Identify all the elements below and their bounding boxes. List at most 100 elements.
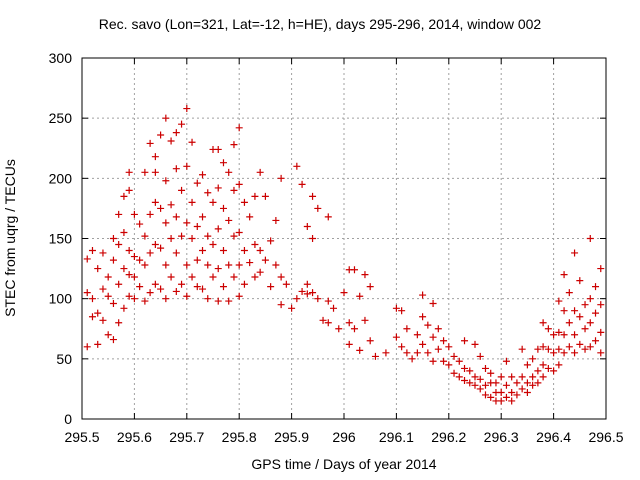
data-point <box>83 289 91 297</box>
data-point <box>450 352 458 360</box>
data-point <box>581 325 589 333</box>
data-point <box>209 198 217 206</box>
data-point <box>450 369 458 377</box>
data-point <box>141 232 149 240</box>
data-point <box>476 385 484 393</box>
data-point <box>560 307 568 315</box>
data-point <box>539 361 547 369</box>
data-point <box>309 192 317 200</box>
data-point <box>88 295 96 303</box>
data-point <box>235 124 243 132</box>
data-point <box>199 247 207 255</box>
data-point <box>261 256 269 264</box>
data-point <box>481 381 489 389</box>
data-point <box>419 340 427 348</box>
data-point <box>565 343 573 351</box>
data-point <box>204 261 212 269</box>
data-point <box>219 247 227 255</box>
data-point <box>413 349 421 357</box>
data-point <box>125 168 133 176</box>
data-point <box>555 361 563 369</box>
data-point <box>408 355 416 363</box>
data-point <box>324 213 332 221</box>
data-point <box>193 283 201 291</box>
data-point <box>162 177 170 185</box>
data-point <box>251 273 259 281</box>
data-point <box>251 241 259 249</box>
y-tick-label: 150 <box>49 231 73 247</box>
axis-ticks: 295.5 295.6 295.7 295.8 295.9 296 296.1 296.2 29… <box>49 50 624 445</box>
y-tick-label: 50 <box>56 351 72 367</box>
data-point <box>571 331 579 339</box>
data-point <box>529 373 537 381</box>
data-point <box>193 222 201 230</box>
data-point <box>361 316 369 324</box>
data-point <box>204 295 212 303</box>
data-point <box>230 273 238 281</box>
data-point <box>104 273 112 281</box>
data-point <box>188 198 196 206</box>
data-point <box>214 265 222 273</box>
data-point <box>94 265 102 273</box>
data-point <box>272 216 280 224</box>
data-point <box>94 309 102 317</box>
data-point <box>565 289 573 297</box>
data-point <box>193 179 201 187</box>
data-point <box>298 180 306 188</box>
data-point <box>434 345 442 353</box>
data-point <box>219 283 227 291</box>
data-point <box>518 373 526 381</box>
data-point <box>214 225 222 233</box>
data-point <box>576 313 584 321</box>
data-point <box>571 249 579 257</box>
data-point <box>597 265 605 273</box>
data-point <box>136 220 144 228</box>
x-tick-label: 296.3 <box>484 429 519 445</box>
data-point <box>109 336 117 344</box>
data-point <box>324 297 332 305</box>
data-point <box>508 389 516 397</box>
data-point <box>303 222 311 230</box>
data-point <box>502 381 510 389</box>
data-point <box>162 261 170 269</box>
data-point <box>109 299 117 307</box>
x-tick-label: 296.2 <box>431 429 466 445</box>
y-axis-label: STEC from uqrg / TECUs <box>2 159 18 317</box>
data-point <box>225 168 233 176</box>
data-point <box>199 285 207 293</box>
data-point <box>141 261 149 269</box>
data-point <box>199 171 207 179</box>
data-point <box>466 367 474 375</box>
data-point <box>440 357 448 365</box>
x-tick-label: 295.6 <box>117 429 152 445</box>
data-point <box>167 137 175 145</box>
data-point <box>586 319 594 327</box>
data-point <box>125 247 133 255</box>
data-point <box>419 291 427 299</box>
y-tick-label: 100 <box>49 291 73 307</box>
data-point <box>356 292 364 300</box>
data-point <box>120 265 128 273</box>
data-point <box>146 139 154 147</box>
data-point <box>476 375 484 383</box>
data-point <box>345 319 353 327</box>
data-point <box>267 283 275 291</box>
data-point <box>125 292 133 300</box>
data-point <box>350 266 358 274</box>
data-point <box>204 232 212 240</box>
data-point <box>214 145 222 153</box>
data-point <box>382 349 390 357</box>
data-point <box>550 331 558 339</box>
x-tick-label: 295.5 <box>64 429 99 445</box>
data-point <box>172 213 180 221</box>
data-point <box>576 277 584 285</box>
data-point <box>340 289 348 297</box>
data-point <box>518 345 526 353</box>
data-point <box>235 228 243 236</box>
data-point <box>167 201 175 209</box>
x-tick-label: 296.5 <box>588 429 623 445</box>
data-point <box>518 385 526 393</box>
data-point <box>471 373 479 381</box>
data-point <box>544 345 552 353</box>
